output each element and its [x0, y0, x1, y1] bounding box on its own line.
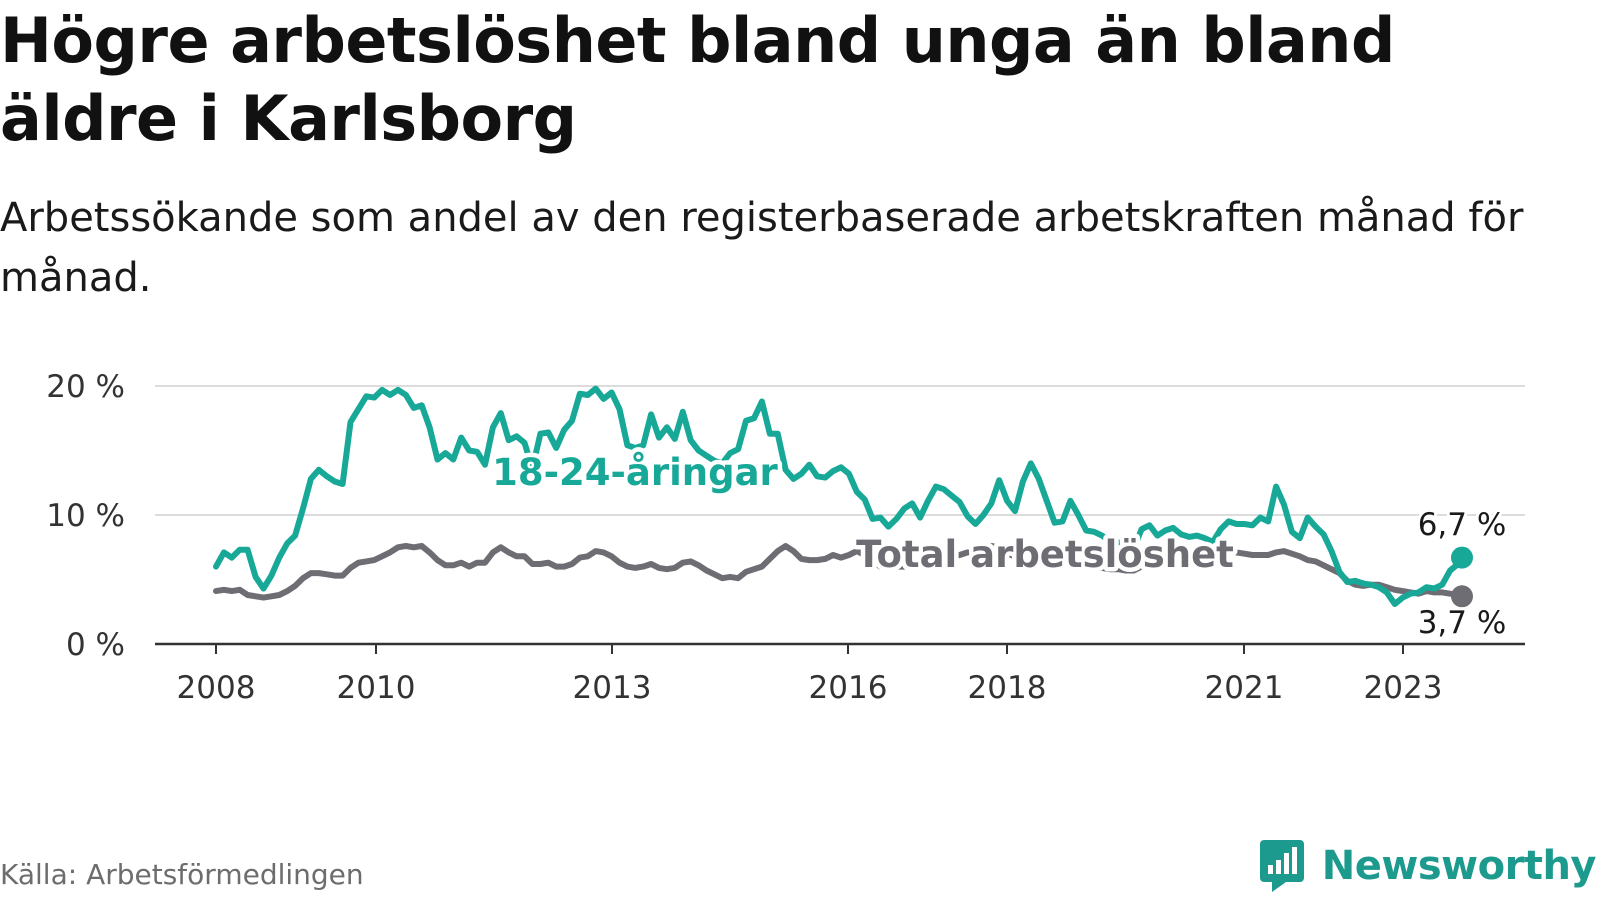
end-value-label-18-24: 6,7 % [1418, 507, 1507, 543]
x-tick-label-2023: 2023 [1364, 670, 1443, 700]
endpoint-dot-18-24 [1451, 546, 1473, 569]
chart-title: Högre arbetslöshet bland unga än bland ä… [0, 4, 1395, 155]
source-note: Källa: Arbetsförmedlingen [0, 858, 364, 891]
series-line-18-24 [213, 385, 1465, 607]
series-label-total: Total arbetslöshet [856, 533, 1234, 576]
chart-subtitle: Arbetssökande som andel av den registerb… [0, 195, 1524, 301]
end-value-label-total: 3,7 % [1418, 605, 1507, 641]
series-label-18-24: 18-24-åringar [492, 451, 778, 494]
line-chart: 20 % 10 % 0 % 2008 2010 2013 2016 2018 2… [46, 369, 1525, 700]
x-ticks [215, 644, 1404, 654]
y-tick-label-10: 10 % [46, 498, 125, 534]
y-tick-labels: 20 % 10 % 0 % [46, 369, 125, 663]
x-tick-label-2008: 2008 [177, 670, 256, 700]
x-tick-label-2018: 2018 [968, 670, 1047, 700]
y-gridlines [155, 385, 1525, 516]
newsworthy-logo-icon [1259, 840, 1304, 892]
brand-name: Newsworthy [1321, 843, 1597, 889]
x-tick-label-2010: 2010 [337, 670, 416, 700]
x-tick-labels: 2008 2010 2013 2016 2018 2021 2023 [177, 670, 1443, 700]
y-tick-label-20: 20 % [46, 369, 125, 405]
y-tick-label-0: 0 % [66, 627, 125, 663]
endpoint-dot-total [1451, 585, 1473, 608]
series-line-total [213, 543, 1465, 601]
x-tick-label-2021: 2021 [1205, 670, 1284, 700]
x-tick-label-2013: 2013 [573, 670, 652, 700]
x-tick-label-2016: 2016 [809, 670, 888, 700]
brand-logo[interactable]: Newsworthy [1258, 838, 1597, 894]
